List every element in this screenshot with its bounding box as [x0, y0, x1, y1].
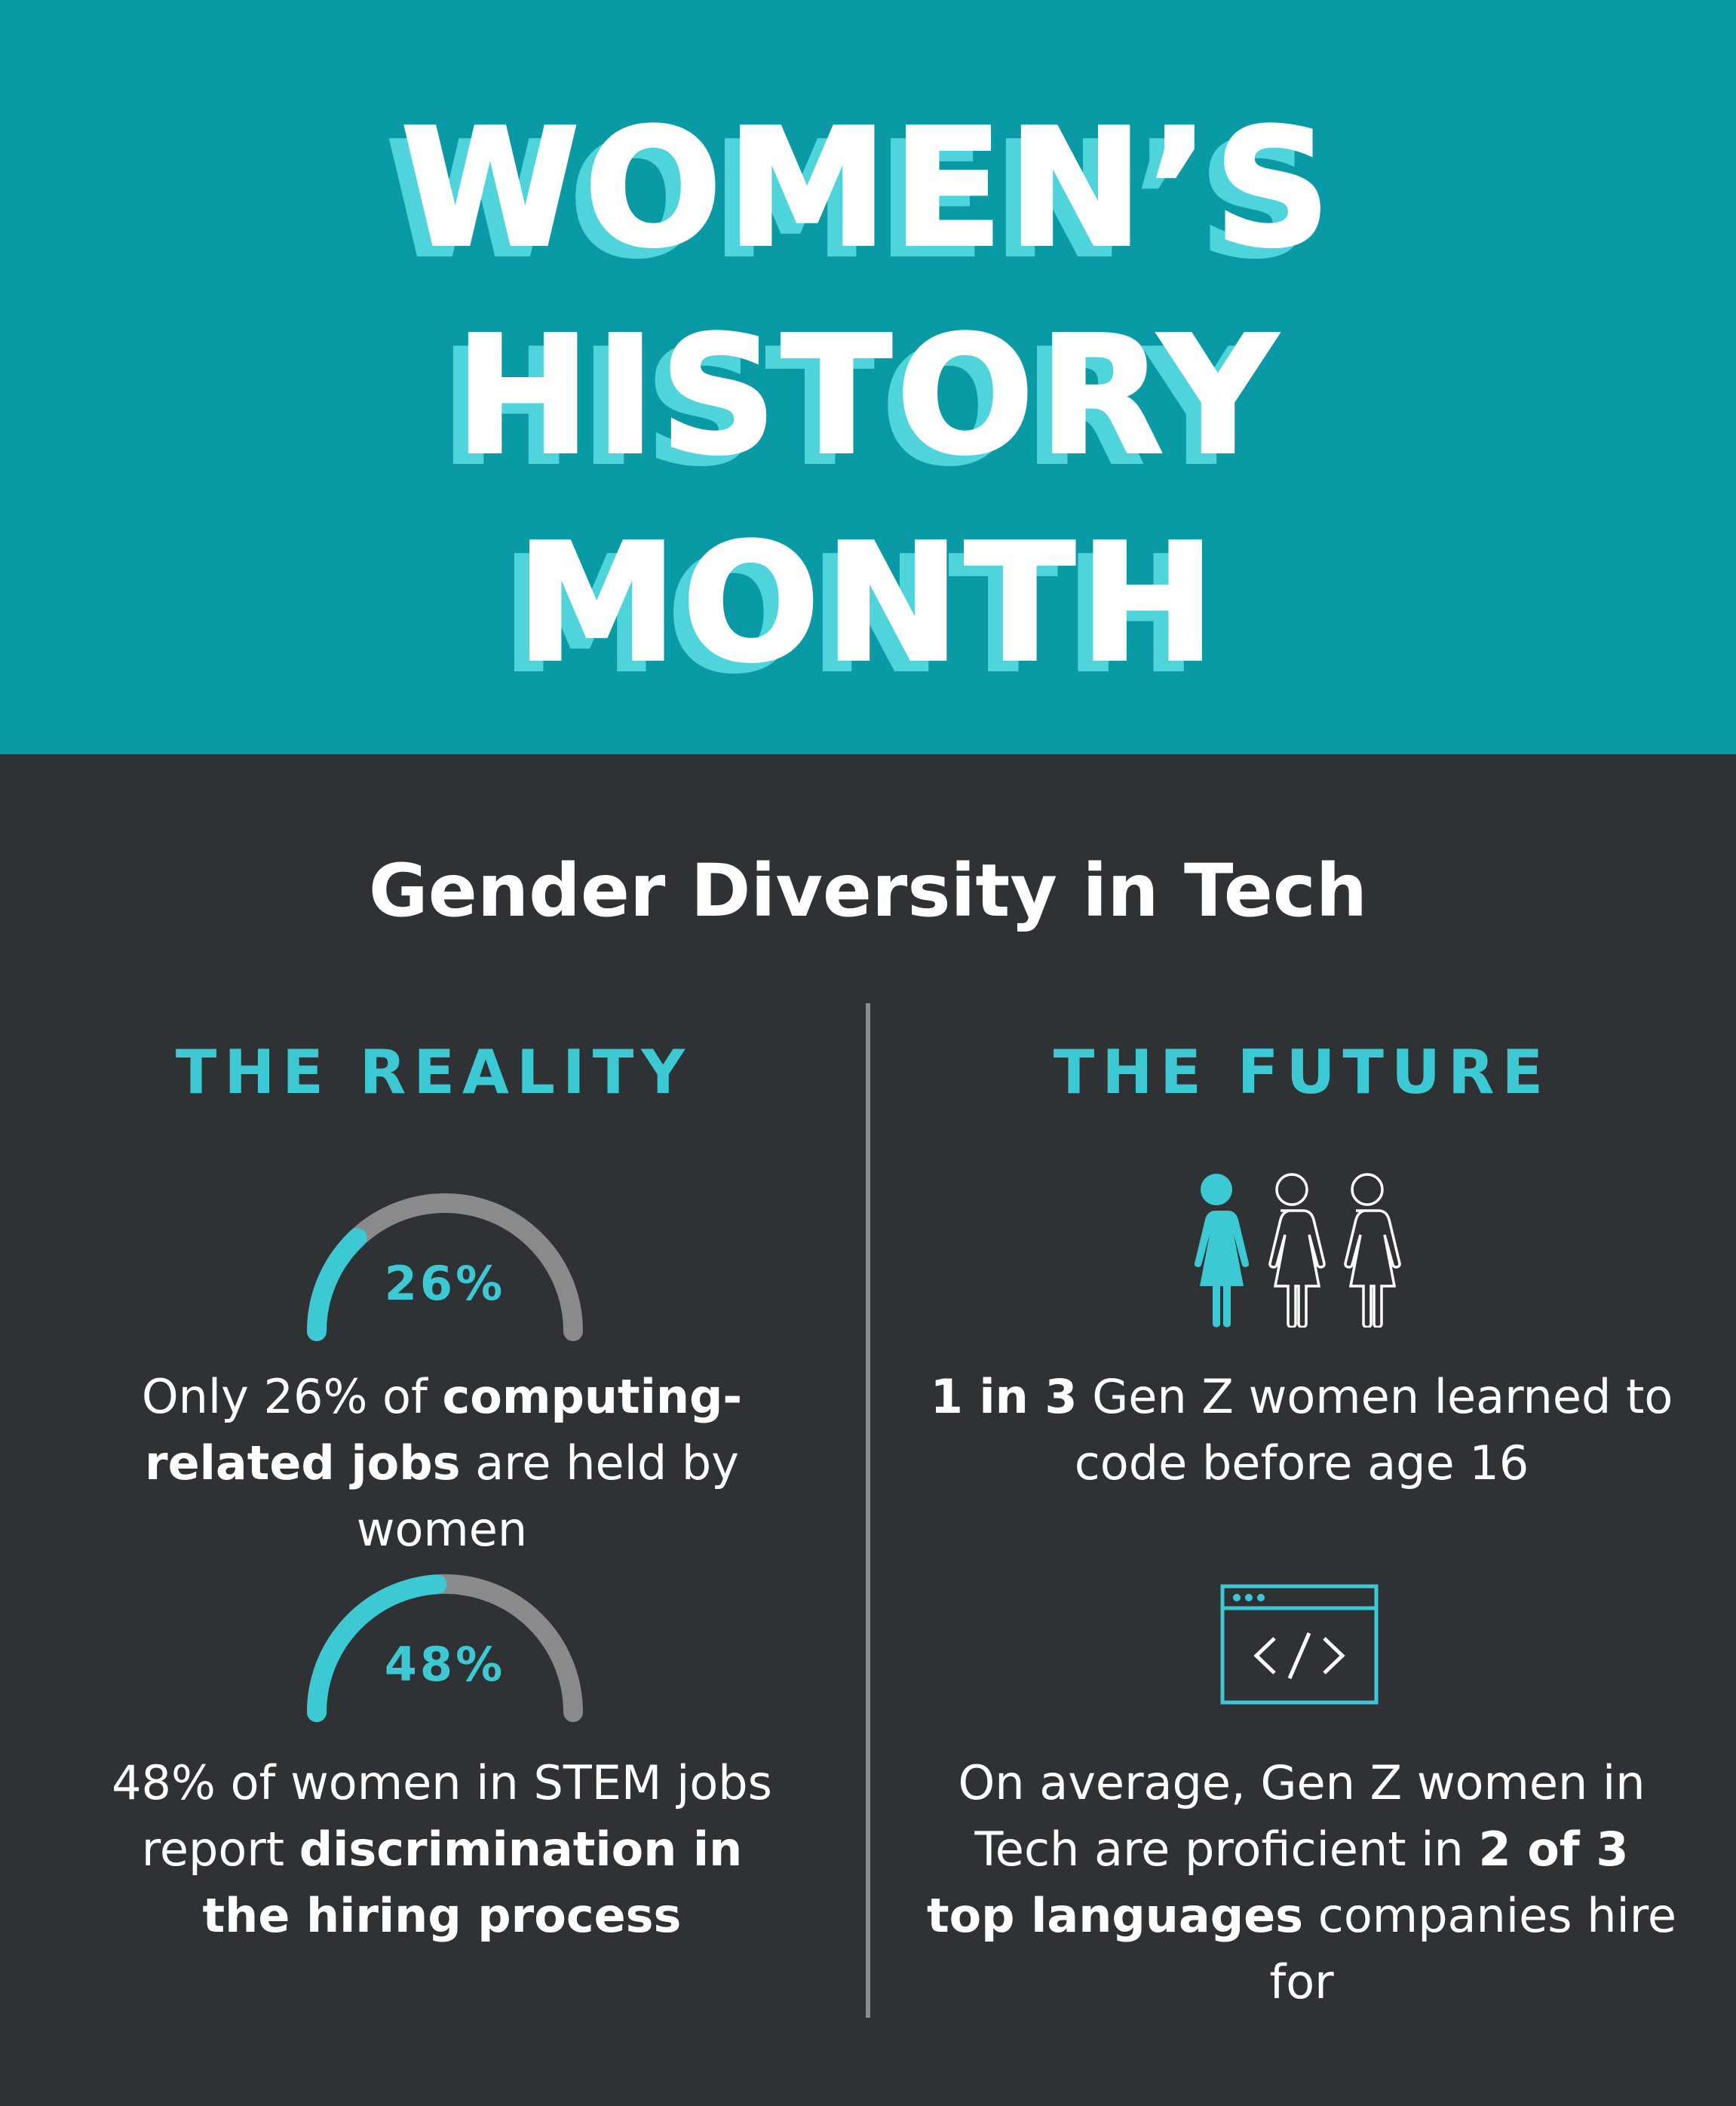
reality-stat-2: 48% of women in STEM jobs report discrim…	[103, 1750, 781, 1949]
reality-stat-1-text-a: Only 26% of	[141, 1369, 443, 1424]
gauge-26-fill	[307, 1228, 367, 1341]
title-line-1: WOMEN’S WOMEN’S	[384, 92, 1336, 295]
future-stat-2-text-a: On average, Gen Z women in Tech are prof…	[958, 1755, 1646, 1877]
gauge-48	[307, 1574, 583, 1722]
column-divider	[866, 1003, 870, 2018]
header-banner	[0, 0, 1736, 754]
future-stat-2-text-b: companies hire for	[1269, 1888, 1677, 2009]
gauge-48-fill	[307, 1574, 447, 1722]
future-stat-1: 1 in 3 Gen Z women learned to code befor…	[925, 1364, 1679, 1497]
reality-stat-1: Only 26% of computing-related jobs are h…	[65, 1364, 819, 1563]
future-heading: THE FUTURE	[1053, 1037, 1551, 1107]
future-stat-2: On average, Gen Z women in Tech are prof…	[925, 1750, 1679, 2015]
gauge-26	[307, 1193, 583, 1341]
reality-stat-2-bold: discrimination in the hiring process	[202, 1822, 743, 1943]
reality-stat-1-bold: computing-related jobs	[145, 1369, 743, 1490]
title-line-2: HISTORY HISTORY	[438, 299, 1281, 502]
gauge-48-label: 48%	[384, 1637, 506, 1692]
future-stat-1-text-a: Gen Z women learned to code before age 1…	[1074, 1369, 1673, 1490]
reality-stat-2-text-a: 48% of women in STEM jobs report	[112, 1755, 772, 1877]
gauge-26-label: 26%	[384, 1256, 506, 1311]
reality-stat-1-text-b: are held by women	[356, 1435, 739, 1557]
title-line-3: MONTH MONTH	[499, 507, 1220, 710]
future-stat-1-bold: 1 in 3	[930, 1369, 1078, 1424]
three-women-icon	[1194, 1173, 1401, 1328]
code-window-icon	[1220, 1584, 1379, 1705]
reality-heading: THE REALITY	[175, 1037, 693, 1107]
page-subtitle: Gender Diversity in Tech	[368, 849, 1368, 933]
future-stat-2-bold: 2 of 3 top languages	[926, 1822, 1629, 1943]
